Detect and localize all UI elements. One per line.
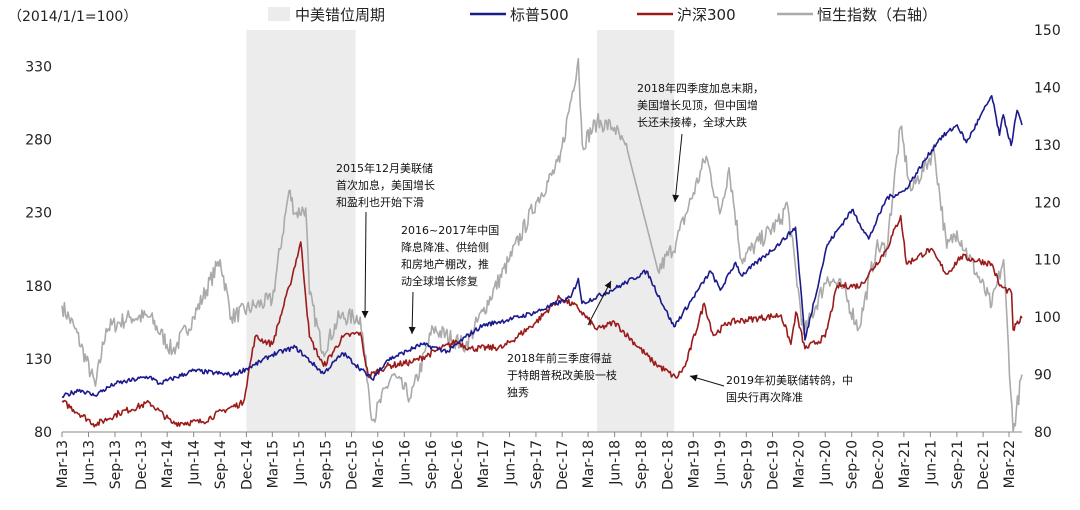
x-tick-label: Sep-13 <box>108 440 124 489</box>
y-left-tick-label: 330 <box>25 60 52 76</box>
y-left-tick-label: 230 <box>25 206 52 222</box>
legend-label-sp500: 标普500 <box>510 6 569 24</box>
annotation-text: 2018年四季度加息末期， <box>637 81 764 95</box>
annotation-arrow-line <box>364 211 367 319</box>
annotation-arrow-head <box>690 374 698 382</box>
y-left-tick-label: 280 <box>25 133 52 149</box>
annotation-text: 动全球增长修复 <box>401 274 478 288</box>
y-right-tick-label: 150 <box>1034 23 1061 39</box>
legend-label-shade: 中美错位周期 <box>295 6 385 24</box>
x-tick-label: Dec-13 <box>134 440 150 490</box>
annotation-arrow-line <box>674 133 683 203</box>
x-tick-label: Sep-21 <box>950 440 966 489</box>
x-tick-label: Sep-17 <box>529 440 545 489</box>
x-tick-label: Dec-21 <box>976 440 992 490</box>
x-tick-label: Jun-14 <box>187 440 203 486</box>
x-tick-label: Dec-20 <box>871 440 887 490</box>
x-tick-label: Sep-15 <box>318 440 334 489</box>
annotation-text: 2016~2017年中国 <box>401 223 499 237</box>
y-left-tick-label: 180 <box>25 279 52 295</box>
x-tick-label: Mar-17 <box>476 440 492 488</box>
annotation-text: 独秀 <box>507 386 529 399</box>
x-tick-label: Jun-16 <box>397 440 413 486</box>
y-right-tick-label: 130 <box>1034 138 1061 154</box>
shaded-period <box>597 30 675 432</box>
x-tick-label: Mar-18 <box>581 440 597 488</box>
annotation-text: 美国增长见顶，但中国增 <box>637 98 758 112</box>
hangseng-line <box>61 57 1023 433</box>
x-tick-label: Jun-20 <box>818 440 834 486</box>
y-right-tick-label: 140 <box>1034 80 1061 96</box>
y-left-tick-label: 80 <box>34 425 52 441</box>
series-lines <box>61 57 1023 433</box>
annotation-text: 2015年12月美联储 <box>336 161 433 175</box>
annotation-text: 首次加息，美国增长 <box>336 178 435 192</box>
x-tick-label: Mar-14 <box>160 440 176 488</box>
x-tick-label: Dec-18 <box>660 440 676 490</box>
annotations: 2015年12月美联储首次加息，美国增长和盈利也开始下滑2016~2017年中国… <box>336 81 853 404</box>
legend-swatch-shade <box>268 7 290 21</box>
y-left-tick-label: 130 <box>25 352 52 368</box>
x-tick-label: Sep-14 <box>213 440 229 489</box>
x-tick-label: Sep-20 <box>845 440 861 489</box>
x-tick-label: Sep-16 <box>424 440 440 489</box>
annotation-arrow-head <box>408 326 416 334</box>
annotation-arrow-head <box>604 281 611 289</box>
x-tick-label: Sep-18 <box>634 440 650 489</box>
y-right-tick-label: 110 <box>1034 253 1061 269</box>
annotation-text: 降息降准、供给侧 <box>401 240 489 254</box>
y-right-tick-label: 90 <box>1034 368 1052 384</box>
shaded-period <box>246 30 356 432</box>
annotation-text: 国央行再次降准 <box>726 390 803 404</box>
annotation-text: 长还未接棒，全球大跌 <box>637 115 747 129</box>
annotation-arrow-line <box>587 280 612 326</box>
annotation-arrow-head <box>361 310 369 318</box>
x-tick-label: Jun-17 <box>502 440 518 486</box>
annotation-text: 和盈利也开始下滑 <box>336 195 424 209</box>
x-tick-label: Dec-17 <box>555 440 571 490</box>
shaded-periods <box>246 30 675 432</box>
x-tick-label: Jun-19 <box>713 440 729 486</box>
x-tick-label: Mar-20 <box>792 440 808 488</box>
x-tick-label: Sep-19 <box>739 440 755 489</box>
x-tick-label: Mar-22 <box>1002 440 1018 488</box>
unit-label: （2014/1/1=100） <box>8 9 137 25</box>
legend: 中美错位周期 标普500 沪深300 恒生指数（右轴） <box>268 6 937 24</box>
annotation-text: 于特朗普税改美股一枝 <box>507 368 617 382</box>
legend-label-csi300: 沪深300 <box>677 6 736 24</box>
x-tick-label: Jun-15 <box>292 440 308 486</box>
x-tick-label: Jun-18 <box>608 440 624 486</box>
y-right-tick-label: 80 <box>1034 425 1052 441</box>
annotation-arrow-head <box>672 194 680 202</box>
x-tick-label: Mar-19 <box>686 440 702 488</box>
x-tick-label: Mar-16 <box>371 440 387 488</box>
x-tick-label: Dec-19 <box>765 440 781 490</box>
x-tick-label: Jun-21 <box>923 440 939 486</box>
annotation-text: 2018年前三季度得益 <box>507 351 612 365</box>
x-tick-label: Mar-21 <box>897 440 913 488</box>
x-tick-label: Mar-15 <box>265 440 281 488</box>
x-tick-label: Mar-13 <box>55 440 71 488</box>
y-right-tick-label: 100 <box>1034 310 1061 326</box>
annotation-text: 和房地产棚改，推 <box>401 257 489 271</box>
csi300-line <box>61 214 1023 428</box>
x-tick-label: Jun-13 <box>82 440 98 486</box>
x-tick-label: Dec-16 <box>450 440 466 490</box>
sp500-line <box>61 95 1023 399</box>
x-tick-label: Dec-14 <box>239 440 255 490</box>
axes: 80 130 180 230 280 330 80 90 100 110 120 130 140 150 M… <box>25 23 1060 490</box>
y-right-tick-label: 120 <box>1034 195 1061 211</box>
x-tick-label: Dec-15 <box>345 440 361 490</box>
legend-label-hangseng: 恒生指数（右轴） <box>817 6 937 24</box>
annotation-arrow-line <box>411 291 414 335</box>
annotation-text: 2019年初美联储转鸽，中 <box>726 373 853 387</box>
